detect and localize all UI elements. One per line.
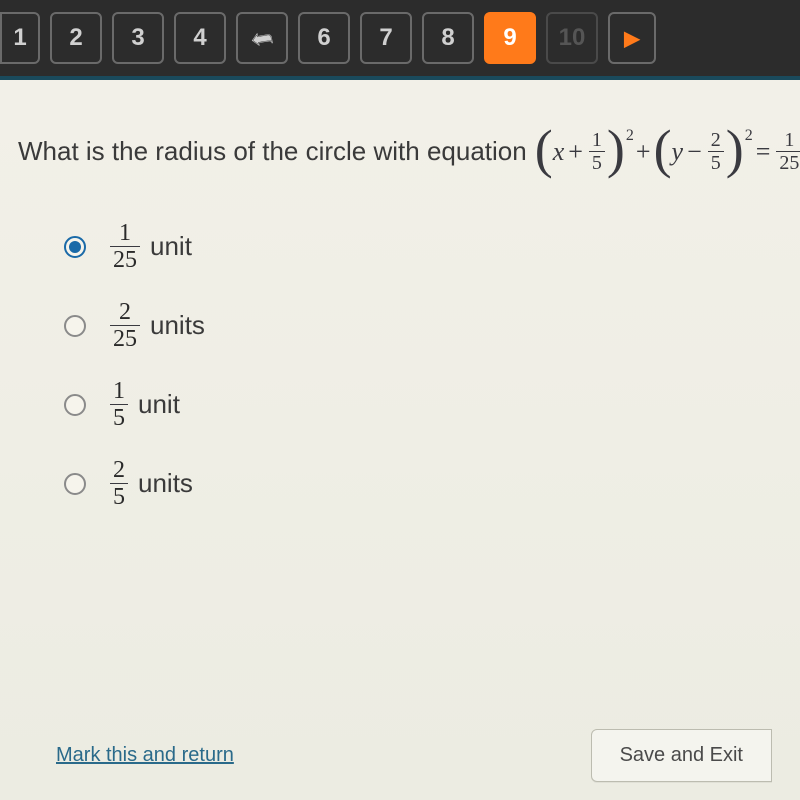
nav-label: 1 bbox=[13, 24, 26, 52]
question-stem-row: What is the radius of the circle with eq… bbox=[18, 130, 782, 173]
frac-num: 2 bbox=[708, 130, 724, 151]
save-exit-button[interactable]: Save and Exit bbox=[591, 729, 772, 782]
rparen-icon: ) bbox=[607, 128, 625, 171]
option-frac: 2 25 bbox=[110, 300, 140, 351]
eq-frac: 1 25 bbox=[776, 130, 800, 173]
question-content: What is the radius of the circle with eq… bbox=[0, 80, 800, 800]
radio-c[interactable] bbox=[64, 394, 86, 416]
option-c[interactable]: 1 5 unit bbox=[64, 379, 782, 430]
option-b[interactable]: 2 25 units bbox=[64, 300, 782, 351]
answer-options: 1 25 unit 2 25 units 1 5 bbox=[18, 221, 782, 509]
lparen-icon: ( bbox=[654, 128, 672, 171]
option-d-label: 2 5 units bbox=[108, 458, 193, 509]
save-label: Save and Exit bbox=[620, 744, 743, 766]
frac-den: 25 bbox=[110, 325, 140, 351]
nav-btn-undo[interactable]: ➦ bbox=[236, 12, 288, 64]
frac-num: 1 bbox=[110, 379, 128, 404]
equals-icon: = bbox=[756, 137, 771, 167]
question-nav-bar: 1 2 3 4 ➦ 6 7 8 9 10 ▶ bbox=[0, 0, 800, 80]
nav-label: 9 bbox=[503, 24, 516, 52]
option-unit: unit bbox=[150, 231, 192, 262]
nav-label: 6 bbox=[317, 24, 330, 52]
frac-den: 5 bbox=[589, 151, 605, 173]
nav-btn-2[interactable]: 2 bbox=[50, 12, 102, 64]
eq-op: − bbox=[687, 137, 702, 167]
nav-btn-4[interactable]: 4 bbox=[174, 12, 226, 64]
option-unit: unit bbox=[138, 389, 180, 420]
option-frac: 2 5 bbox=[110, 458, 128, 509]
nav-label: 8 bbox=[441, 24, 454, 52]
option-unit: units bbox=[138, 468, 193, 499]
nav-label: 4 bbox=[193, 24, 206, 52]
nav-btn-7[interactable]: 7 bbox=[360, 12, 412, 64]
option-frac: 1 5 bbox=[110, 379, 128, 430]
frac-den: 5 bbox=[110, 404, 128, 430]
frac-den: 5 bbox=[110, 483, 128, 509]
frac-num: 2 bbox=[116, 300, 134, 325]
option-d[interactable]: 2 5 units bbox=[64, 458, 782, 509]
eq-exp: 2 bbox=[626, 127, 634, 145]
frac-num: 1 bbox=[116, 221, 134, 246]
nav-label: 2 bbox=[69, 24, 82, 52]
frac-num: 1 bbox=[589, 130, 605, 151]
footer-bar: Mark this and return Save and Exit bbox=[0, 729, 800, 782]
option-c-label: 1 5 unit bbox=[108, 379, 180, 430]
option-a[interactable]: 1 25 unit bbox=[64, 221, 782, 272]
undo-icon: ➦ bbox=[249, 21, 276, 55]
lparen-icon: ( bbox=[535, 128, 553, 171]
radio-a[interactable] bbox=[64, 236, 86, 258]
eq-frac: 1 5 bbox=[589, 130, 605, 173]
rparen-icon: ) bbox=[726, 128, 744, 171]
frac-num: 2 bbox=[110, 458, 128, 483]
eq-exp: 2 bbox=[745, 127, 753, 145]
radio-b[interactable] bbox=[64, 315, 86, 337]
nav-btn-9[interactable]: 9 bbox=[484, 12, 536, 64]
nav-btn-8[interactable]: 8 bbox=[422, 12, 474, 64]
nav-btn-1[interactable]: 1 bbox=[0, 12, 40, 64]
question-stem: What is the radius of the circle with eq… bbox=[18, 136, 527, 167]
nav-label: 10 bbox=[559, 24, 586, 52]
eq-op: + bbox=[568, 137, 583, 167]
frac-den: 5 bbox=[708, 151, 724, 173]
frac-den: 25 bbox=[776, 151, 800, 173]
frac-den: 25 bbox=[110, 246, 140, 272]
option-b-label: 2 25 units bbox=[108, 300, 205, 351]
eq-var: y bbox=[672, 137, 684, 167]
plus-icon: + bbox=[636, 137, 651, 167]
nav-label: 3 bbox=[131, 24, 144, 52]
nav-btn-6[interactable]: 6 bbox=[298, 12, 350, 64]
play-icon: ▶ bbox=[624, 26, 639, 51]
nav-btn-next[interactable]: ▶ bbox=[608, 12, 656, 64]
equation: ( x + 1 5 ) 2 + ( y − 2 5 ) 2 = 1 25 ? bbox=[535, 130, 800, 173]
eq-var: x bbox=[553, 137, 565, 167]
option-unit: units bbox=[150, 310, 205, 341]
nav-btn-3[interactable]: 3 bbox=[112, 12, 164, 64]
option-frac: 1 25 bbox=[110, 221, 140, 272]
mark-and-return-link[interactable]: Mark this and return bbox=[56, 744, 234, 767]
nav-label: 7 bbox=[379, 24, 392, 52]
option-a-label: 1 25 unit bbox=[108, 221, 192, 272]
radio-dot-icon bbox=[69, 241, 81, 253]
eq-frac: 2 5 bbox=[708, 130, 724, 173]
radio-d[interactable] bbox=[64, 473, 86, 495]
nav-btn-10: 10 bbox=[546, 12, 598, 64]
frac-num: 1 bbox=[781, 130, 797, 151]
